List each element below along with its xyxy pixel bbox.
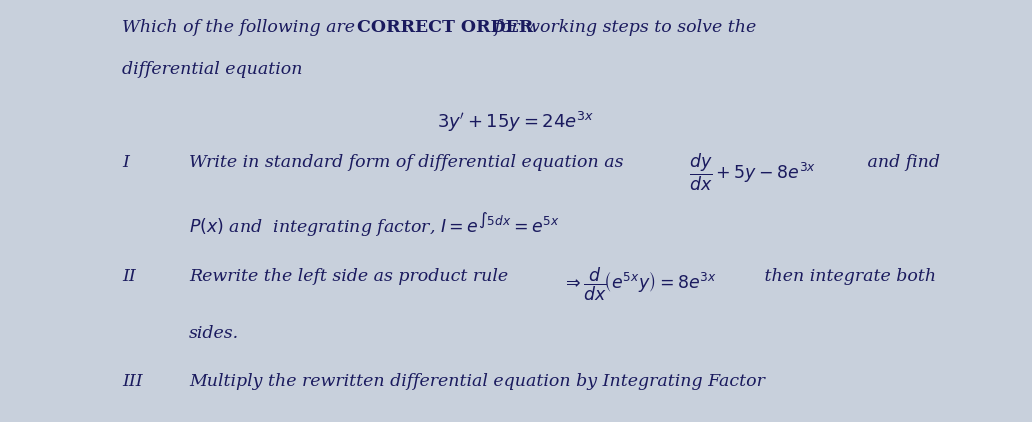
Text: III: III (122, 373, 142, 390)
Text: Multiply the rewritten differential equation by Integrating Factor: Multiply the rewritten differential equa… (189, 373, 765, 390)
Text: $\dfrac{dy}{dx}+5y-8e^{3x}$: $\dfrac{dy}{dx}+5y-8e^{3x}$ (689, 152, 816, 193)
Text: $P(x)$ and  integrating factor, $I=e^{\int 5dx}=e^{5x}$: $P(x)$ and integrating factor, $I=e^{\in… (189, 211, 559, 239)
Text: $3y'+15y=24e^{3x}$: $3y'+15y=24e^{3x}$ (438, 110, 594, 134)
Text: and find: and find (862, 154, 940, 171)
Text: Which of the following are: Which of the following are (122, 19, 360, 36)
Text: sides.: sides. (189, 325, 239, 342)
Text: CORRECT ORDER: CORRECT ORDER (357, 19, 534, 36)
Text: I: I (122, 154, 129, 171)
Text: then integrate both: then integrate both (759, 268, 936, 285)
Text: $\Rightarrow\dfrac{d}{dx}\!\left(e^{5x}y\right)=8e^{3x}$: $\Rightarrow\dfrac{d}{dx}\!\left(e^{5x}y… (562, 266, 717, 303)
Text: differential equation: differential equation (122, 61, 302, 78)
Text: Rewrite the left side as product rule: Rewrite the left side as product rule (189, 268, 508, 285)
Text: Write in standard form of differential equation as: Write in standard form of differential e… (189, 154, 623, 171)
Text: II: II (122, 268, 135, 285)
Text: for working steps to solve the: for working steps to solve the (489, 19, 756, 36)
